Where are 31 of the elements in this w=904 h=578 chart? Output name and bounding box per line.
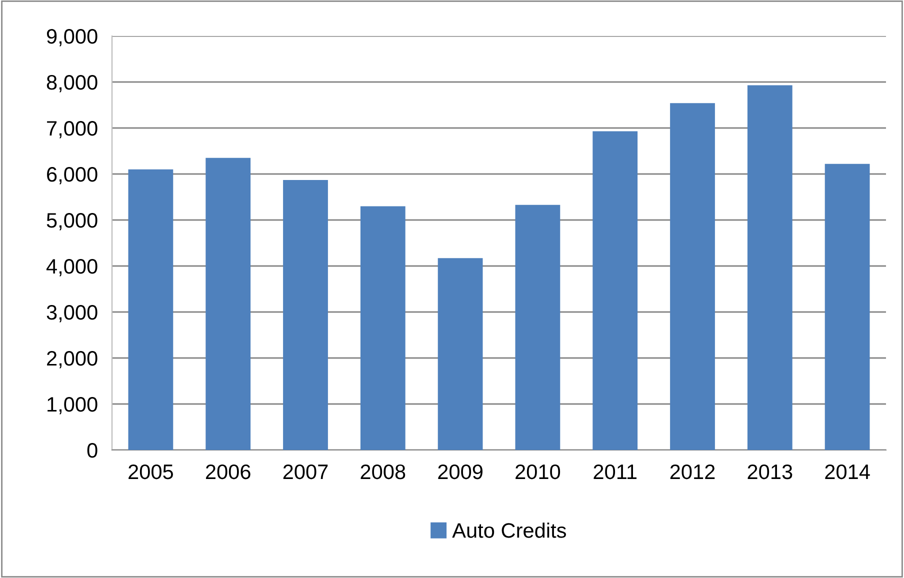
bar xyxy=(283,180,328,450)
x-tick-label: 2009 xyxy=(438,464,482,480)
bar xyxy=(670,103,715,450)
y-tick-label: 0 xyxy=(87,443,98,458)
bar xyxy=(592,131,638,450)
x-tick-label: 2014 xyxy=(825,464,870,480)
y-tick-label: 5,000 xyxy=(46,213,98,230)
bar xyxy=(515,204,560,450)
x-tick-label: 2012 xyxy=(670,464,715,480)
x-tick-label: 2006 xyxy=(206,464,250,480)
y-tick-label: 1,000 xyxy=(48,397,98,414)
y-tick-label: 6,000 xyxy=(47,167,98,184)
x-tick-label: 2008 xyxy=(360,464,406,480)
y-tick-label: 3,000 xyxy=(46,305,98,322)
bar xyxy=(128,169,174,450)
y-tick-label: 9,000 xyxy=(46,29,98,46)
y-tick-label: 8,000 xyxy=(46,75,98,92)
bar xyxy=(747,85,792,450)
y-tick-label: 7,000 xyxy=(47,121,98,138)
bar xyxy=(438,258,483,450)
bar xyxy=(206,158,251,450)
bar xyxy=(360,206,406,450)
x-tick-label: 2005 xyxy=(128,464,173,480)
x-tick-label: 2007 xyxy=(283,464,328,480)
y-tick-label: 2,000 xyxy=(47,351,98,368)
x-tick-label: 2013 xyxy=(748,464,792,480)
x-tick-label: 2011 xyxy=(594,464,636,480)
x-tick-label: 2010 xyxy=(516,464,560,480)
legend-label: Auto Credits xyxy=(452,522,566,538)
y-tick-label: 4,000 xyxy=(46,259,98,276)
bar xyxy=(824,164,870,450)
